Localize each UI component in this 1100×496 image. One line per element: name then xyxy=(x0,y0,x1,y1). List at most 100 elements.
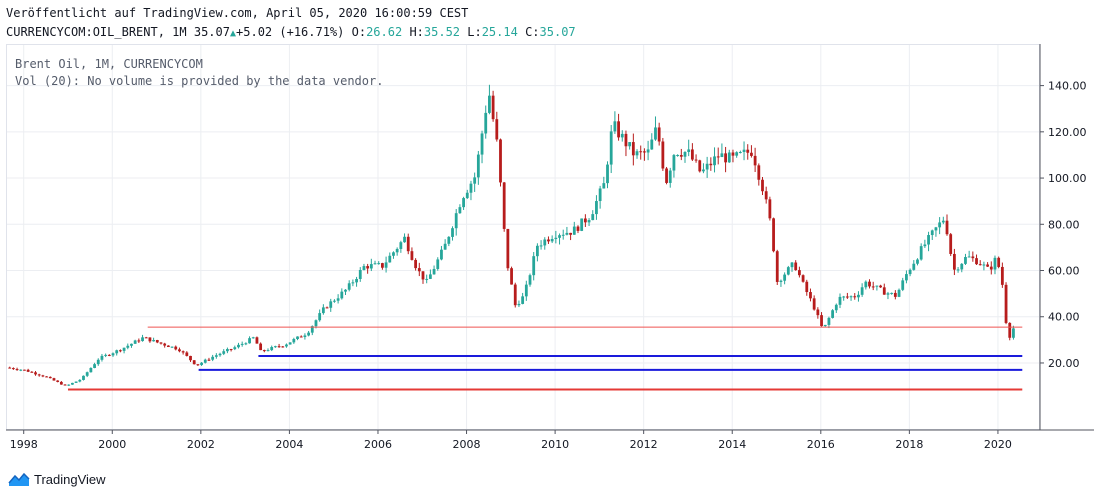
candle-body xyxy=(454,213,458,229)
candle-body xyxy=(115,350,119,354)
low-value: 25.14 xyxy=(481,25,518,39)
candle-body xyxy=(871,286,875,288)
candle-body xyxy=(702,169,705,172)
candle-body xyxy=(59,381,63,385)
candle-body xyxy=(997,257,1001,267)
candle-body xyxy=(679,155,683,157)
candle-body xyxy=(842,296,846,298)
candle-body xyxy=(207,359,211,361)
candle-body xyxy=(63,384,67,386)
candle-body xyxy=(462,198,465,208)
candle-body xyxy=(89,367,93,373)
candle-body xyxy=(214,355,218,357)
candle-body xyxy=(56,380,60,382)
candle-body xyxy=(834,304,838,311)
candle-body xyxy=(875,285,879,287)
candle-body xyxy=(11,368,15,370)
candle-body xyxy=(377,263,381,265)
candle-body xyxy=(764,191,768,200)
ohlc-line: CURRENCYCOM:OIL_BRENT, 1M 35.07▲+5.02 (+… xyxy=(6,23,576,43)
candle-body xyxy=(890,292,894,294)
open-label: O: xyxy=(351,25,367,39)
y-tick-label: 60.00 xyxy=(1048,265,1080,278)
candle-body xyxy=(786,267,790,275)
candle-body xyxy=(727,152,731,163)
candle-body xyxy=(203,359,207,363)
candle-body xyxy=(211,356,215,360)
x-tick-label: 2012 xyxy=(630,438,658,451)
candle-body xyxy=(550,239,554,242)
x-tick-label: 2002 xyxy=(187,438,215,451)
candle-body xyxy=(901,280,905,290)
candle-body xyxy=(768,199,772,219)
candle-body xyxy=(952,253,956,270)
candle-body xyxy=(591,214,595,221)
candle-body xyxy=(1000,266,1004,285)
candle-body xyxy=(96,359,100,365)
candle-body xyxy=(949,234,953,254)
candle-body xyxy=(100,355,104,360)
price-chart[interactable]: 20.00 40.00 60.00 80.00 100.00 120.00 140.00 19… xyxy=(6,44,1094,464)
candle-body xyxy=(244,343,248,345)
candle-body xyxy=(635,151,639,156)
candle-body xyxy=(417,268,421,272)
candle-body xyxy=(321,307,325,314)
candle-body xyxy=(646,149,650,153)
candle-body xyxy=(513,284,517,306)
candle-body xyxy=(657,127,661,142)
high-label: H: xyxy=(409,25,424,39)
candle-body xyxy=(185,352,189,356)
candle-body xyxy=(480,133,484,155)
candle-body xyxy=(499,139,502,183)
candle-body xyxy=(237,344,240,348)
candle-body xyxy=(938,222,942,228)
candle-body xyxy=(565,232,569,235)
candle-body xyxy=(200,362,203,365)
candle-body xyxy=(982,264,986,266)
candle-body xyxy=(351,282,355,284)
candle-body xyxy=(532,256,536,276)
candle-body xyxy=(893,292,897,297)
candle-body xyxy=(1012,328,1015,338)
candle-body xyxy=(820,315,823,327)
candle-body xyxy=(85,372,89,376)
candle-body xyxy=(797,270,801,276)
candle-body xyxy=(8,367,12,369)
chart-header: Veröffentlicht auf TradingView.com, Apri… xyxy=(6,4,576,43)
footer: TradingView xyxy=(8,468,106,490)
candle-body xyxy=(543,239,547,246)
candle-body xyxy=(166,345,170,348)
candle-body xyxy=(104,354,108,356)
candle-body xyxy=(654,127,657,140)
candle-body xyxy=(927,235,930,245)
candle-body xyxy=(240,343,244,345)
candle-body xyxy=(144,337,148,339)
last-price: 35.07 xyxy=(193,25,230,39)
candle-body xyxy=(683,151,687,157)
candle-body xyxy=(325,307,329,309)
up-triangle-icon: ▲ xyxy=(229,28,237,39)
candle-body xyxy=(978,264,982,266)
candle-body xyxy=(772,218,775,252)
x-tick-label: 2018 xyxy=(895,438,923,451)
candle-body xyxy=(296,336,299,340)
close-value: 35.07 xyxy=(539,25,576,39)
candle-body xyxy=(196,364,200,366)
candle-body xyxy=(443,243,447,250)
candle-body xyxy=(82,375,85,380)
candle-body xyxy=(886,293,890,295)
candle-body xyxy=(576,226,580,231)
candle-body xyxy=(288,342,292,345)
chart-frame[interactable]: 20.00 40.00 60.00 80.00 100.00 120.00 140.00 19… xyxy=(6,44,1094,464)
candles xyxy=(8,84,1015,387)
candle-body xyxy=(1004,284,1008,323)
candle-body xyxy=(436,259,440,269)
candle-body xyxy=(440,249,443,260)
candle-body xyxy=(849,296,853,298)
candle-body xyxy=(790,262,794,268)
candle-body xyxy=(118,350,122,352)
x-tick-label: 2010 xyxy=(541,438,569,451)
candle-body xyxy=(344,289,347,292)
candle-body xyxy=(986,264,989,267)
candle-body xyxy=(524,284,528,297)
